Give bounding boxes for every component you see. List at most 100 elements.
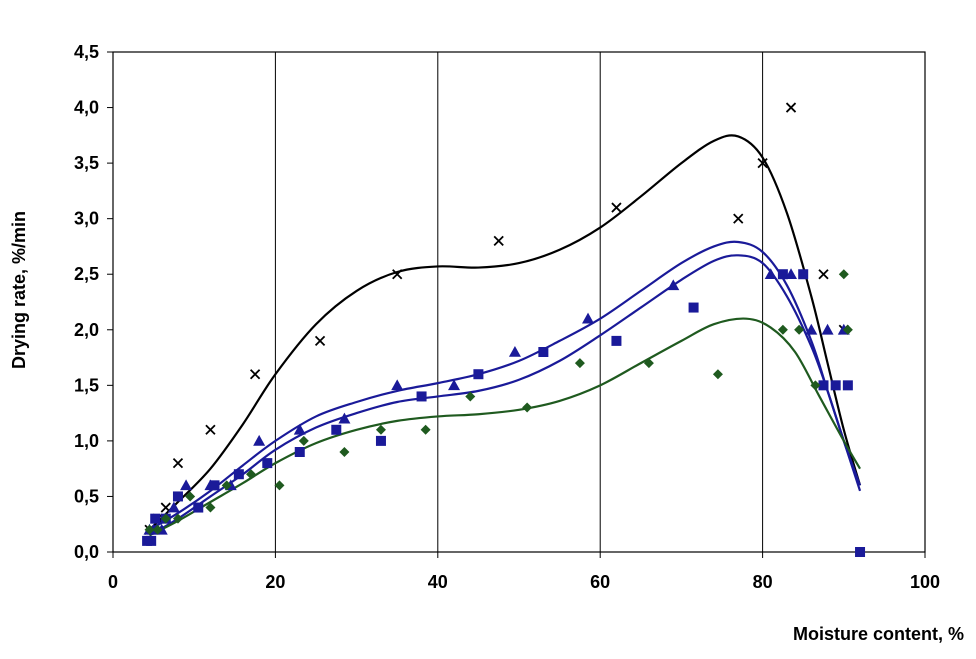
x-tick-label-80: 80: [753, 572, 773, 592]
diamond-point-13: [465, 391, 476, 402]
triangle-point-17: [785, 268, 798, 280]
square-point-17: [777, 269, 788, 280]
square-point-4: [172, 491, 183, 502]
y-tick-label-3,0: 3,0: [74, 209, 99, 229]
diamond-point-5: [205, 502, 216, 513]
square-point-6: [209, 480, 220, 491]
square-point-22: [855, 547, 866, 557]
triangle-point-8: [253, 434, 266, 446]
cross-point-7: [392, 269, 403, 280]
square-point-19: [818, 380, 829, 391]
y-tick-label-4,0: 4,0: [74, 98, 99, 118]
square-point-5: [193, 502, 204, 513]
x-tick-labels: 0 20 40 60 80 100: [108, 572, 940, 592]
diamond-point-17: [712, 369, 723, 380]
square-point-21: [842, 380, 853, 391]
vertical-gridlines: [274, 52, 764, 552]
diamond-point-1: [152, 524, 163, 535]
diamond-point-22: [842, 324, 853, 335]
diamond-point-10: [339, 447, 350, 457]
square-point-20: [830, 380, 841, 391]
trend-line-diamond: [149, 317, 861, 537]
y-tick-label-2,0: 2,0: [74, 320, 99, 340]
triangle-point-19: [821, 323, 834, 335]
x-tick-label-60: 60: [590, 572, 610, 592]
y-tick-label-2,5: 2,5: [74, 264, 99, 284]
trend-lines: [148, 134, 862, 537]
trend-line-triangle: [148, 240, 862, 531]
square-point-7: [233, 469, 244, 480]
square-point-1: [146, 535, 157, 546]
diamond-point-16: [643, 358, 654, 369]
triangle-point-5: [180, 479, 193, 491]
diamond-point-3: [172, 513, 183, 524]
diamond-point-21: [838, 269, 849, 280]
y-tick-label-0,5: 0,5: [74, 486, 99, 506]
x-axis-label: Moisture content, %: [793, 624, 964, 644]
x-tick-label-20: 20: [265, 572, 285, 592]
cross-point-6: [314, 335, 326, 347]
diamond-point-9: [298, 435, 309, 446]
cross-point-12: [785, 102, 797, 113]
cross-point-5: [249, 369, 261, 380]
cross-point-8: [493, 235, 504, 247]
square-point-8: [262, 458, 273, 469]
square-point-14: [538, 347, 549, 357]
y-tick-label-1,5: 1,5: [74, 375, 99, 395]
diamond-point-12: [420, 424, 431, 435]
plot-frame: [107, 51, 926, 558]
data-markers: [142, 102, 866, 557]
diamond-point-0: [144, 524, 155, 535]
square-point-12: [416, 391, 427, 402]
square-point-18: [798, 269, 809, 280]
triangle-point-11: [391, 379, 404, 391]
trend-line-cross: [148, 134, 862, 531]
y-tick-label-0,0: 0,0: [74, 542, 99, 562]
square-point-13: [473, 369, 484, 380]
diamond-point-7: [246, 469, 257, 480]
x-tick-label-0: 0: [108, 572, 118, 592]
diamond-point-15: [574, 358, 585, 369]
square-point-11: [375, 435, 386, 446]
cross-point-13: [818, 269, 829, 280]
y-tick-label-4,5: 4,5: [74, 42, 99, 62]
diamond-point-20: [810, 380, 821, 391]
diamond-point-6: [221, 480, 232, 491]
trend-line-square: [148, 254, 862, 537]
x-tick-label-100: 100: [910, 572, 940, 592]
y-tick-label-3,5: 3,5: [74, 153, 99, 173]
diamond-point-19: [794, 324, 805, 335]
triangle-point-15: [667, 279, 680, 291]
triangle-point-13: [508, 346, 521, 357]
y-tick-label-1,0: 1,0: [74, 431, 99, 451]
cross-point-10: [733, 213, 744, 224]
diamond-point-2: [160, 513, 171, 524]
diamond-point-14: [522, 402, 533, 413]
square-point-10: [331, 424, 342, 435]
square-point-9: [294, 447, 305, 457]
triangle-point-14: [582, 312, 595, 324]
square-point-15: [611, 335, 622, 346]
cross-point-3: [172, 457, 184, 469]
triangle-point-16: [764, 268, 777, 280]
triangle-point-4: [167, 501, 180, 513]
y-tick-labels: 0,0 0,5 1,0 1,5 2,0 2,5 3,0 3,5 4,0 4,5: [74, 42, 99, 562]
square-point-16: [688, 302, 699, 313]
square-point-2: [150, 513, 161, 524]
triangle-point-18: [805, 323, 818, 335]
diamond-point-11: [375, 424, 386, 435]
triangle-point-12: [448, 379, 461, 391]
plot-border: [112, 51, 926, 553]
triangle-point-9: [293, 423, 306, 435]
x-tick-label-40: 40: [428, 572, 448, 592]
cross-point-2: [160, 502, 171, 513]
triangle-point-10: [338, 412, 351, 424]
cross-point-9: [611, 202, 622, 213]
cross-point-11: [757, 157, 768, 169]
cross-point-4: [205, 424, 216, 435]
y-axis-label: Drying rate, %/min: [9, 211, 29, 369]
diamond-point-18: [777, 324, 788, 335]
diamond-point-4: [185, 491, 196, 502]
diamond-point-8: [274, 480, 285, 491]
